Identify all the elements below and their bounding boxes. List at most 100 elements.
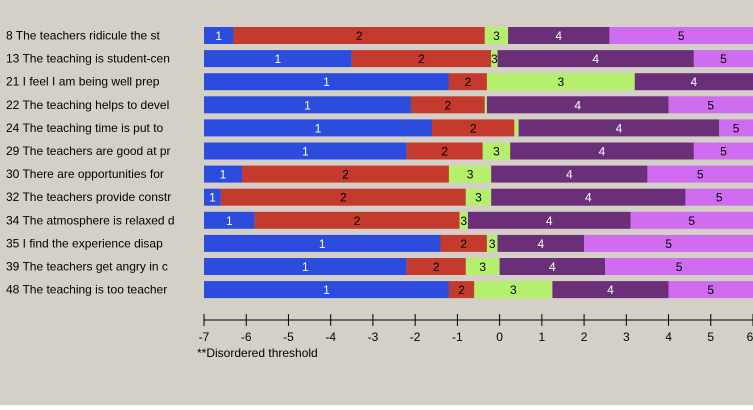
bar-segment-5 <box>668 96 753 114</box>
bar-segment-2 <box>406 142 483 160</box>
segment-label: 5 <box>688 214 695 228</box>
segment-label: 4 <box>537 237 544 251</box>
bar-segment-5 <box>584 234 753 252</box>
segment-label: 5 <box>720 145 727 159</box>
segment-label: 1 <box>209 191 216 205</box>
bar-segment-3 <box>448 165 492 183</box>
segment-label: 1 <box>220 168 227 182</box>
segment-label: 5 <box>707 283 714 297</box>
bar-row: 1 2 3 4 5 <box>204 188 753 206</box>
segment-label: 5 <box>707 98 714 112</box>
x-tick-label: 6 <box>747 330 753 344</box>
bar-row: 1 2 4 5 <box>204 96 753 114</box>
x-tick-label: 3 <box>623 330 630 344</box>
bar-segment-3 <box>491 50 498 68</box>
segment-label: 5 <box>665 237 672 251</box>
segment-label: 1 <box>302 260 309 274</box>
bar-segment-5 <box>685 188 753 206</box>
segment-label: 4 <box>566 168 573 182</box>
item-label: 30 There are opportunities for <box>6 167 164 181</box>
segment-label: 2 <box>441 145 448 159</box>
bar-segment-2 <box>432 119 515 137</box>
segment-label: 1 <box>226 214 233 228</box>
bar-segment-2 <box>351 50 492 68</box>
bar-segment-5 <box>668 281 753 299</box>
segment-label: 3 <box>475 191 482 205</box>
segment-label: 3 <box>467 168 474 182</box>
bar-row: 1 2 3 4 5 <box>204 211 753 229</box>
segment-label: 2 <box>356 29 363 43</box>
bar-row: 1 2 3 4 5 <box>204 27 753 44</box>
bar-segment-2 <box>220 188 466 206</box>
segment-label: 3 <box>493 145 500 159</box>
item-label: 13 The teaching is student-cen <box>6 52 170 66</box>
x-tick-label: 4 <box>665 330 672 344</box>
segment-label: 5 <box>697 168 704 182</box>
x-tick-label: -4 <box>325 330 336 344</box>
bar-segment-5 <box>647 165 753 183</box>
segment-label: 1 <box>315 121 322 135</box>
x-tick-label: 1 <box>539 330 546 344</box>
bar-row: 1 2 4 5 <box>204 119 753 137</box>
segment-label: 2 <box>433 260 440 274</box>
segment-label: 4 <box>549 260 556 274</box>
segment-label: 4 <box>546 214 553 228</box>
bar-segment-4 <box>510 142 694 160</box>
bar-segment-1 <box>204 234 441 252</box>
bar-segment-4 <box>497 50 694 68</box>
bar-segment-4 <box>508 27 610 44</box>
x-tick-label: -2 <box>410 330 421 344</box>
segment-label: 4 <box>616 121 623 135</box>
segment-label: 2 <box>460 237 467 251</box>
bar-segment-3 <box>514 119 519 137</box>
segment-label: 2 <box>458 283 465 297</box>
bar-rows: 1 2 3 4 51 2 3 4 51 2 3 41 2 4 51 2 4 51 2 3 4 51 2 3 4 51 2 3 4 51 2 3… <box>204 27 753 299</box>
item-label: 34 The atmosphere is relaxed d <box>6 213 175 227</box>
segment-label: 5 <box>716 191 723 205</box>
segment-label: 1 <box>323 75 330 89</box>
bar-segment-1 <box>204 119 433 137</box>
footnote: **Disordered threshold <box>197 346 318 360</box>
segment-label: 4 <box>607 283 614 297</box>
item-label: 24 The teaching time is put to <box>6 121 164 135</box>
item-label: 32 The teachers provide constr <box>6 190 171 204</box>
bar-segment-5 <box>605 258 753 275</box>
bar-segment-1 <box>204 96 411 114</box>
segment-label: 3 <box>489 237 496 251</box>
segment-label: 5 <box>678 29 685 43</box>
bar-segment-5 <box>719 119 753 137</box>
segment-label: 1 <box>323 283 330 297</box>
bar-segment-3 <box>465 258 500 275</box>
item-label: 22 The teaching helps to devel <box>6 98 169 112</box>
segment-label: 3 <box>460 214 467 228</box>
segment-label: 4 <box>592 52 599 66</box>
bar-segment-1 <box>204 281 449 299</box>
item-label: 39 The teachers get angry in c <box>6 260 168 274</box>
segment-label: 2 <box>445 98 452 112</box>
segment-label: 2 <box>354 214 361 228</box>
segment-label: 1 <box>215 29 222 43</box>
segment-label: 2 <box>340 191 347 205</box>
bar-segment-2 <box>448 281 475 299</box>
bar-segment-5 <box>693 50 753 68</box>
x-tick-label: -5 <box>283 330 294 344</box>
bar-segment-2 <box>254 211 460 229</box>
segment-label: 3 <box>510 283 517 297</box>
segment-label: 1 <box>304 98 311 112</box>
bar-segment-5 <box>609 27 753 44</box>
bar-segment-1 <box>204 73 449 91</box>
bar-segment-4 <box>486 96 669 114</box>
segment-label: 5 <box>676 260 683 274</box>
bar-segment-4 <box>491 188 686 206</box>
bar-segment-1 <box>204 188 221 206</box>
segment-label: 1 <box>319 237 326 251</box>
bar-segment-2 <box>448 73 487 91</box>
segment-label: 4 <box>574 98 581 112</box>
bar-segment-3 <box>482 142 511 160</box>
item-label: 29 The teachers are good at pr <box>6 144 171 158</box>
bar-segment-4 <box>552 281 669 299</box>
segment-label: 4 <box>691 75 698 89</box>
segment-label: 1 <box>302 145 309 159</box>
item-label: 35 I find the experience disap <box>6 236 163 250</box>
